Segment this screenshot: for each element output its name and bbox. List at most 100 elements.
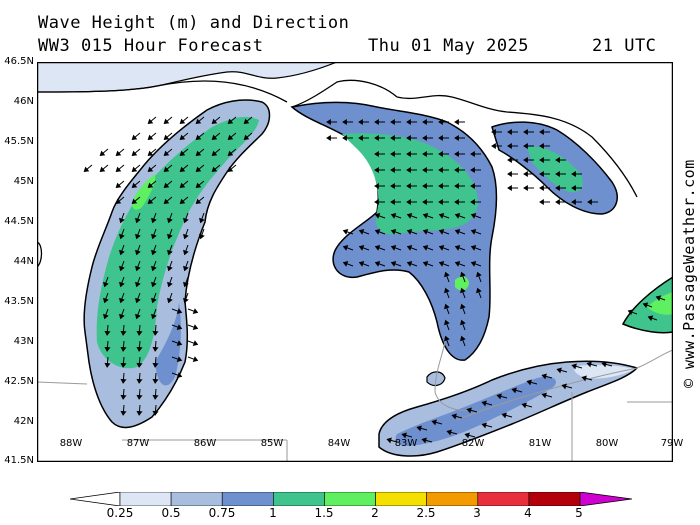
wave-arrow-head [147, 198, 154, 205]
wave-arrow-head [454, 198, 459, 206]
wave-arrow-head [358, 134, 363, 142]
wave-arrow-head [147, 118, 154, 125]
colorbar-swatch [170, 492, 223, 506]
wave-arrow-head [541, 373, 547, 380]
wave-arrow-head [454, 166, 459, 174]
wave-arrow-head [195, 150, 202, 157]
wave-arrow-head [167, 281, 173, 288]
wave-arrow-head [131, 182, 138, 189]
wave-arrow-head [406, 213, 413, 219]
wave-arrow-head [136, 362, 143, 368]
wave-arrow-head [120, 410, 127, 416]
wave-arrow-head [99, 150, 106, 157]
wave-arrow-head [390, 213, 397, 219]
wave-arrow-head [119, 313, 125, 320]
wave-arrow-head [147, 134, 154, 141]
wave-arrow-head [539, 128, 544, 136]
wave-arrow-head [571, 363, 577, 370]
wave-arrow-head [586, 361, 592, 368]
wave-arrow-head [151, 281, 157, 288]
wave-arrow-head [152, 378, 159, 384]
wave-arrow-head [103, 313, 109, 320]
wave-arrow-head [521, 402, 527, 409]
wave-arrow-head [438, 245, 445, 251]
wave-arrow-head [152, 362, 159, 368]
wave-arrow-head [119, 249, 125, 256]
wave-arrow-head [571, 170, 576, 178]
wave-arrow-head [195, 198, 202, 205]
wave-arrow-head [104, 362, 111, 368]
lon-label-83w: 83W [394, 438, 418, 449]
wave-arrow-head [390, 245, 397, 251]
wave-arrow-head [444, 287, 450, 294]
wave-arrow-head [195, 166, 202, 173]
wave-arrow-head [211, 150, 218, 157]
wave-arrow-head [526, 379, 532, 386]
wave-arrow-head [192, 356, 199, 362]
wave-arrow-head [183, 249, 189, 256]
wave-arrow-head [119, 281, 125, 288]
wave-arrow-head [460, 303, 466, 310]
lake-ontario-water [621, 276, 673, 334]
wave-arrow-head [406, 134, 411, 142]
wave-arrow-head [460, 319, 466, 326]
wave-arrow-head [454, 213, 461, 219]
colorbar-left-arrow [70, 492, 121, 506]
wave-arrow-head [581, 375, 587, 382]
lon-label-88w: 88W [59, 438, 83, 449]
wave-arrow-head [135, 313, 141, 320]
wave-arrow-head [460, 287, 466, 294]
wave-arrow-head [444, 303, 450, 310]
wave-arrow-head [151, 217, 157, 224]
lake-huron-spot [455, 276, 469, 291]
wave-arrow-head [464, 432, 470, 439]
wave-arrow-head [507, 128, 512, 136]
wave-arrow-head [539, 184, 544, 192]
forecast-time: 21 UTC [592, 36, 657, 56]
wave-arrow-head [136, 330, 143, 336]
wave-arrow-head [195, 134, 202, 141]
wave-arrow-head [167, 249, 173, 256]
lat-label-45n: 45N [13, 176, 34, 187]
wave-arrow-head [163, 134, 170, 141]
wave-arrow-head [422, 261, 429, 267]
wave-arrow-head [481, 422, 487, 429]
lat-label-42n: 42N [13, 416, 34, 427]
wave-arrow-head [374, 118, 379, 126]
wave-arrow-head [507, 184, 512, 192]
wave-arrow-head [342, 118, 347, 126]
wave-arrow-head [176, 340, 183, 346]
wave-arrow-head [422, 150, 427, 158]
colorbar-swatch [375, 492, 427, 506]
wave-arrow-head [119, 297, 125, 304]
wave-arrow-head [374, 261, 381, 267]
wave-arrow-head [555, 156, 560, 164]
wave-arrow-head [454, 118, 459, 126]
wave-direction-arrows [83, 116, 666, 444]
wave-arrow-head [104, 330, 111, 336]
wave-arrow-head [131, 198, 138, 205]
wave-arrow-head [374, 229, 381, 235]
wave-arrow-head [179, 150, 186, 157]
wave-arrow-head [151, 297, 157, 304]
wave-arrow-head [627, 309, 634, 316]
lake-ontario [621, 276, 673, 334]
wave-arrow-head [179, 182, 186, 189]
wave-arrow-head [120, 346, 127, 352]
wave-arrow-head [491, 142, 496, 150]
wave-arrow-head [470, 261, 477, 267]
lat-label-46n: 46N [13, 96, 34, 107]
wave-arrow-head [358, 245, 365, 251]
site-credit: © www.PassageWeather.com [680, 159, 698, 388]
wave-arrow-head [401, 432, 407, 439]
wave-arrow-head [179, 134, 186, 141]
wave-arrow-head [374, 150, 379, 158]
wave-arrow-head [523, 142, 528, 150]
wave-arrow-head [83, 166, 90, 173]
wave-arrow-head [476, 287, 482, 294]
wave-arrow-head [422, 198, 427, 206]
wave-arrow-head [406, 261, 413, 267]
wave-arrow-head [167, 297, 173, 304]
wave-arrow-head [438, 229, 445, 235]
wave-arrow-head [119, 217, 125, 224]
